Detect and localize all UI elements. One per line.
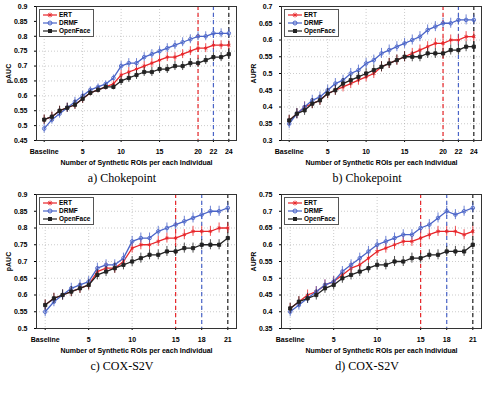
svg-text:5: 5 (81, 148, 85, 155)
svg-text:0.65: 0.65 (259, 224, 273, 231)
svg-text:24: 24 (470, 148, 478, 155)
html-text:OpenFace: OpenFace (59, 215, 91, 222)
svg-text:0.75: 0.75 (259, 191, 273, 198)
svg-text:0.75: 0.75 (14, 241, 28, 248)
svg-text:0.65: 0.65 (14, 77, 28, 84)
svg-text:0.8: 0.8 (18, 224, 28, 231)
svg-text:10: 10 (373, 336, 381, 343)
svg-text:0.7: 0.7 (18, 62, 28, 69)
svg-text:15: 15 (156, 148, 164, 155)
html-text:ERT: ERT (304, 199, 317, 206)
svg-text:0.45: 0.45 (14, 137, 28, 144)
svg-text:5: 5 (87, 336, 91, 343)
svg-text:Baseline: Baseline (31, 336, 60, 343)
svg-text:18: 18 (443, 336, 451, 343)
svg-text:18: 18 (198, 336, 206, 343)
svg-text:0.9: 0.9 (18, 191, 28, 198)
svg-text:Baseline: Baseline (30, 148, 59, 155)
svg-text:24: 24 (225, 148, 233, 155)
svg-text:0.9: 0.9 (18, 3, 28, 10)
svg-text:0.3: 0.3 (263, 137, 273, 144)
svg-text:0.45: 0.45 (259, 86, 273, 93)
html-text:b) Chokepoint: b) Chokepoint (332, 171, 402, 185)
svg-text:0.45: 0.45 (259, 291, 273, 298)
svg-text:20: 20 (194, 148, 202, 155)
svg-text:0.65: 0.65 (14, 274, 28, 281)
svg-text:0.7: 0.7 (263, 3, 273, 10)
html-text:OpenFace: OpenFace (304, 27, 336, 34)
svg-text:0.55: 0.55 (14, 308, 28, 315)
html-text:DRMF: DRMF (59, 207, 78, 214)
html-text:ERT: ERT (304, 11, 317, 18)
svg-text:Baseline: Baseline (275, 148, 304, 155)
html-text:DRMF: DRMF (304, 19, 323, 26)
svg-text:22: 22 (210, 148, 218, 155)
svg-text:0.6: 0.6 (263, 36, 273, 43)
svg-text:22: 22 (455, 148, 463, 155)
svg-text:Number of Synthetic ROIs per e: Number of Synthetic ROIs per each Indivi… (305, 159, 457, 167)
html-text:ERT: ERT (59, 11, 72, 18)
svg-text:0.85: 0.85 (14, 18, 28, 25)
html-text:c) COX-S2V: c) COX-S2V (90, 359, 154, 373)
html-text:ERT: ERT (59, 199, 72, 206)
svg-text:0.55: 0.55 (14, 107, 28, 114)
svg-text:0.5: 0.5 (263, 70, 273, 77)
svg-text:0.85: 0.85 (14, 207, 28, 214)
svg-text:15: 15 (401, 148, 409, 155)
svg-text:5: 5 (332, 336, 336, 343)
svg-text:0.35: 0.35 (259, 120, 273, 127)
svg-text:0.65: 0.65 (259, 19, 273, 26)
svg-text:10: 10 (362, 148, 370, 155)
svg-text:10: 10 (128, 336, 136, 343)
html-text:DRMF: DRMF (304, 207, 323, 214)
html-text:DRMF: DRMF (59, 19, 78, 26)
svg-text:0.5: 0.5 (263, 274, 273, 281)
svg-text:AUPR: AUPR (250, 64, 257, 84)
svg-text:15: 15 (417, 336, 425, 343)
svg-text:21: 21 (469, 336, 477, 343)
svg-text:Baseline: Baseline (276, 336, 305, 343)
svg-text:0.55: 0.55 (259, 258, 273, 265)
svg-text:pAUC: pAUC (5, 252, 13, 271)
svg-text:0.7: 0.7 (263, 207, 273, 214)
svg-text:0.6: 0.6 (263, 241, 273, 248)
svg-text:Number of Synthetic ROIs per e: Number of Synthetic ROIs per each Indivi… (305, 347, 457, 355)
svg-text:5: 5 (326, 148, 330, 155)
svg-text:0.5: 0.5 (18, 325, 28, 332)
html-text:OpenFace: OpenFace (304, 215, 336, 222)
svg-text:0.4: 0.4 (263, 308, 273, 315)
svg-text:Number of Synthetic ROIs per e: Number of Synthetic ROIs per each Indivi… (60, 347, 212, 355)
svg-text:0.7: 0.7 (18, 258, 28, 265)
svg-text:0.75: 0.75 (14, 47, 28, 54)
html-text:a) Chokepoint: a) Chokepoint (87, 171, 157, 185)
svg-text:0.5: 0.5 (18, 122, 28, 129)
svg-text:15: 15 (172, 336, 180, 343)
svg-text:Number of Synthetic ROIs per e: Number of Synthetic ROIs per each Indivi… (60, 159, 212, 167)
svg-text:0.6: 0.6 (18, 92, 28, 99)
svg-text:20: 20 (439, 148, 447, 155)
svg-text:0.35: 0.35 (259, 325, 273, 332)
svg-text:0.8: 0.8 (18, 33, 28, 40)
svg-text:10: 10 (117, 148, 125, 155)
svg-text:0.55: 0.55 (259, 53, 273, 60)
svg-text:0.6: 0.6 (18, 291, 28, 298)
svg-text:pAUC: pAUC (5, 64, 13, 83)
svg-text:0.4: 0.4 (263, 103, 273, 110)
svg-text:AUPR: AUPR (250, 252, 257, 272)
svg-text:21: 21 (224, 336, 232, 343)
html-text:OpenFace: OpenFace (59, 27, 91, 34)
html-text:d) COX-S2V: d) COX-S2V (335, 359, 399, 373)
